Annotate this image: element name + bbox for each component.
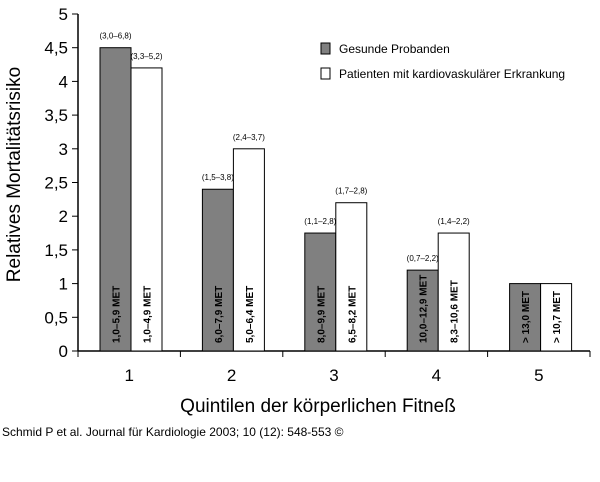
- legend-label: Patienten mit kardiovaskulärer Erkrankun…: [339, 67, 565, 81]
- legend-label: Gesunde Probanden: [339, 42, 450, 56]
- bar-label: 10,0–12,9 MET: [419, 275, 430, 343]
- bar-label: 5,0–6,4 MET: [245, 286, 256, 343]
- bar-label: > 13,0 MET: [521, 291, 532, 343]
- x-tick-label: 1: [124, 366, 133, 385]
- y-tick-label: 4,5: [44, 39, 68, 58]
- bar: [130, 67, 163, 352]
- ci-label: (2,4–3,7): [233, 133, 265, 142]
- y-tick-label: 4: [59, 72, 68, 91]
- bar-label: 1,0–5,9 MET: [112, 286, 123, 343]
- bar: [335, 202, 368, 352]
- y-tick-label: 1: [59, 275, 68, 294]
- ci-label: (0,7–2,2): [407, 254, 439, 263]
- y-tick-label: 2: [59, 207, 68, 226]
- ci-label: (1,5–3,8): [202, 173, 234, 182]
- x-tick-label: 2: [227, 366, 236, 385]
- y-tick-label: 3,5: [44, 106, 68, 125]
- bar: [304, 232, 337, 352]
- y-axis-title: Relatives Mortalitätsrisiko: [4, 67, 25, 282]
- y-tick-label: 2,5: [44, 174, 68, 193]
- y-tick-label: 0,5: [44, 308, 68, 327]
- bar-label: > 10,7 MET: [552, 291, 563, 343]
- legend-swatch: [320, 42, 331, 55]
- ci-label: (3,0–6,8): [99, 32, 131, 41]
- ci-label: (1,1–2,8): [304, 217, 336, 226]
- x-tick-label: 4: [432, 366, 441, 385]
- y-tick-label: 3: [59, 140, 68, 159]
- bar: [99, 47, 132, 352]
- y-tick-label: 5: [59, 5, 68, 24]
- bar-label: 8,0–9,9 MET: [316, 286, 327, 343]
- bar: [406, 269, 439, 352]
- bar-label: 6,5–8,2 MET: [347, 286, 358, 343]
- bar: [201, 188, 234, 352]
- x-tick-label: 3: [329, 366, 338, 385]
- source-citation: Schmid P et al. Journal für Kardiologie …: [2, 425, 344, 439]
- bar: [509, 283, 542, 352]
- x-axis-title: Quintilen der körperlichen Fitneß: [180, 396, 456, 417]
- bar: [232, 148, 265, 352]
- y-tick-label: 1,5: [44, 241, 68, 260]
- legend-swatch: [320, 67, 331, 80]
- y-tick-label: 0: [59, 342, 68, 361]
- ci-label: (1,7–2,8): [335, 187, 367, 196]
- bar-label: 1,0–4,9 MET: [143, 286, 154, 343]
- bar: [437, 232, 470, 352]
- bar: [540, 283, 573, 352]
- ci-label: (1,4–2,2): [438, 217, 470, 226]
- chart: 0 0,5 1 1,5 2 2,5 3 3,5 4 4,5 5 1 2 3 4 5 Quintilen der …: [4, 5, 591, 417]
- x-tick-label: 5: [534, 366, 543, 385]
- bar-label: 6,0–7,9 MET: [214, 286, 225, 343]
- bar-label: 8,3–10,6 MET: [450, 280, 461, 343]
- ci-label: (3,3–5,2): [130, 52, 162, 61]
